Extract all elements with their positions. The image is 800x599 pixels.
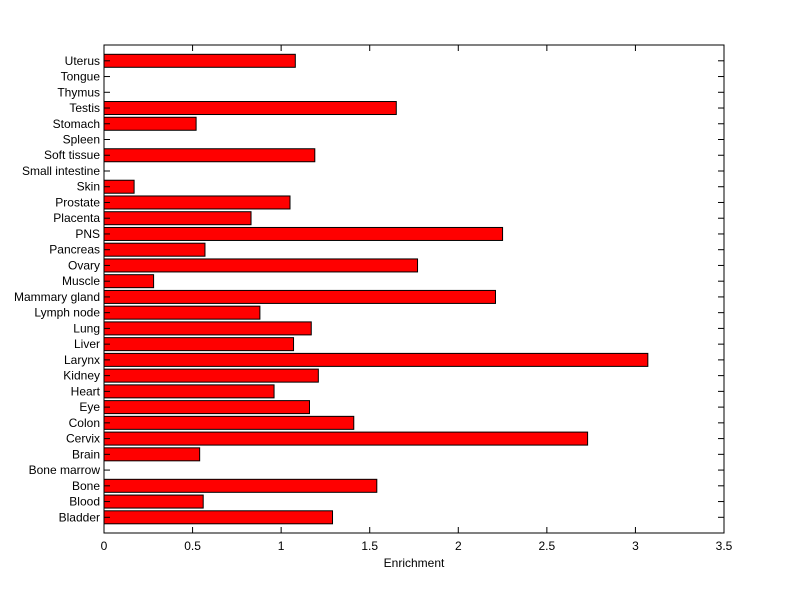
x-tick-labels: 0 0.5 1 1.5 2 2.5 3 3.5 [101,539,733,553]
bar [103,510,334,525]
axes-box [103,44,725,534]
bar [103,384,275,399]
bar [103,289,496,304]
y-tick-label: Small intestine [22,164,100,178]
x-tick-label: 0 [101,539,108,553]
y-tick-label: Bone marrow [29,463,101,477]
bar [103,226,504,241]
x-tick-label: 1 [278,539,285,553]
bars-group [103,53,649,525]
bar [103,211,252,226]
y-tick-label: PNS [75,227,100,241]
bar [103,195,291,210]
y-tick-label: Cervix [66,432,100,446]
y-tick-label: Uterus [65,54,100,68]
y-tick-label: Bone [72,479,100,493]
y-tick-label: Skin [77,180,100,194]
bar [103,368,319,383]
y-tick-label: Mammary gland [14,290,100,304]
bar [103,478,378,493]
y-tick-label: Blood [69,495,100,509]
bar [103,352,649,367]
bar [103,258,419,273]
y-tick-label: Kidney [63,369,100,383]
bar [103,321,312,336]
bar [103,431,589,446]
y-tick-label: Liver [74,337,100,351]
bar [103,400,310,415]
ticks-group [103,45,725,533]
y-tick-label: Spleen [63,133,100,147]
y-tick-label: Eye [79,400,100,414]
y-tick-label: Larynx [64,353,100,367]
bar [103,101,397,116]
bar [103,337,295,352]
bar [103,494,204,509]
x-tick-label: 1.5 [361,539,378,553]
x-tick-label: 3 [632,539,639,553]
y-tick-label: Soft tissue [44,148,100,162]
bar [103,274,155,289]
bar [103,116,197,131]
y-tick-label: Pancreas [49,243,100,257]
y-tick-label: Muscle [62,274,100,288]
y-tick-label: Prostate [55,195,100,209]
x-axis-label: Enrichment [384,556,445,570]
y-tick-label: Bladder [59,510,100,524]
y-tick-label: Stomach [53,117,100,131]
x-tick-label: 3.5 [716,539,733,553]
y-tick-label: Thymus [57,85,100,99]
x-tick-label: 2.5 [539,539,556,553]
y-tick-label: Colon [69,416,100,430]
bar [103,242,206,257]
y-tick-label: Heart [71,384,101,398]
bar [103,305,261,320]
bar [103,415,355,430]
y-tick-label: Tongue [61,70,101,84]
y-tick-label: Lymph node [34,306,100,320]
bar [103,148,316,163]
y-tick-label: Brain [72,447,100,461]
bar [103,447,201,462]
bar [103,53,296,68]
y-tick-label: Ovary [68,258,100,272]
y-tick-label: Placenta [53,211,100,225]
x-tick-label: 0.5 [184,539,201,553]
y-tick-label: Testis [69,101,100,115]
x-tick-label: 2 [455,539,462,553]
y-tick-label: Lung [73,321,100,335]
